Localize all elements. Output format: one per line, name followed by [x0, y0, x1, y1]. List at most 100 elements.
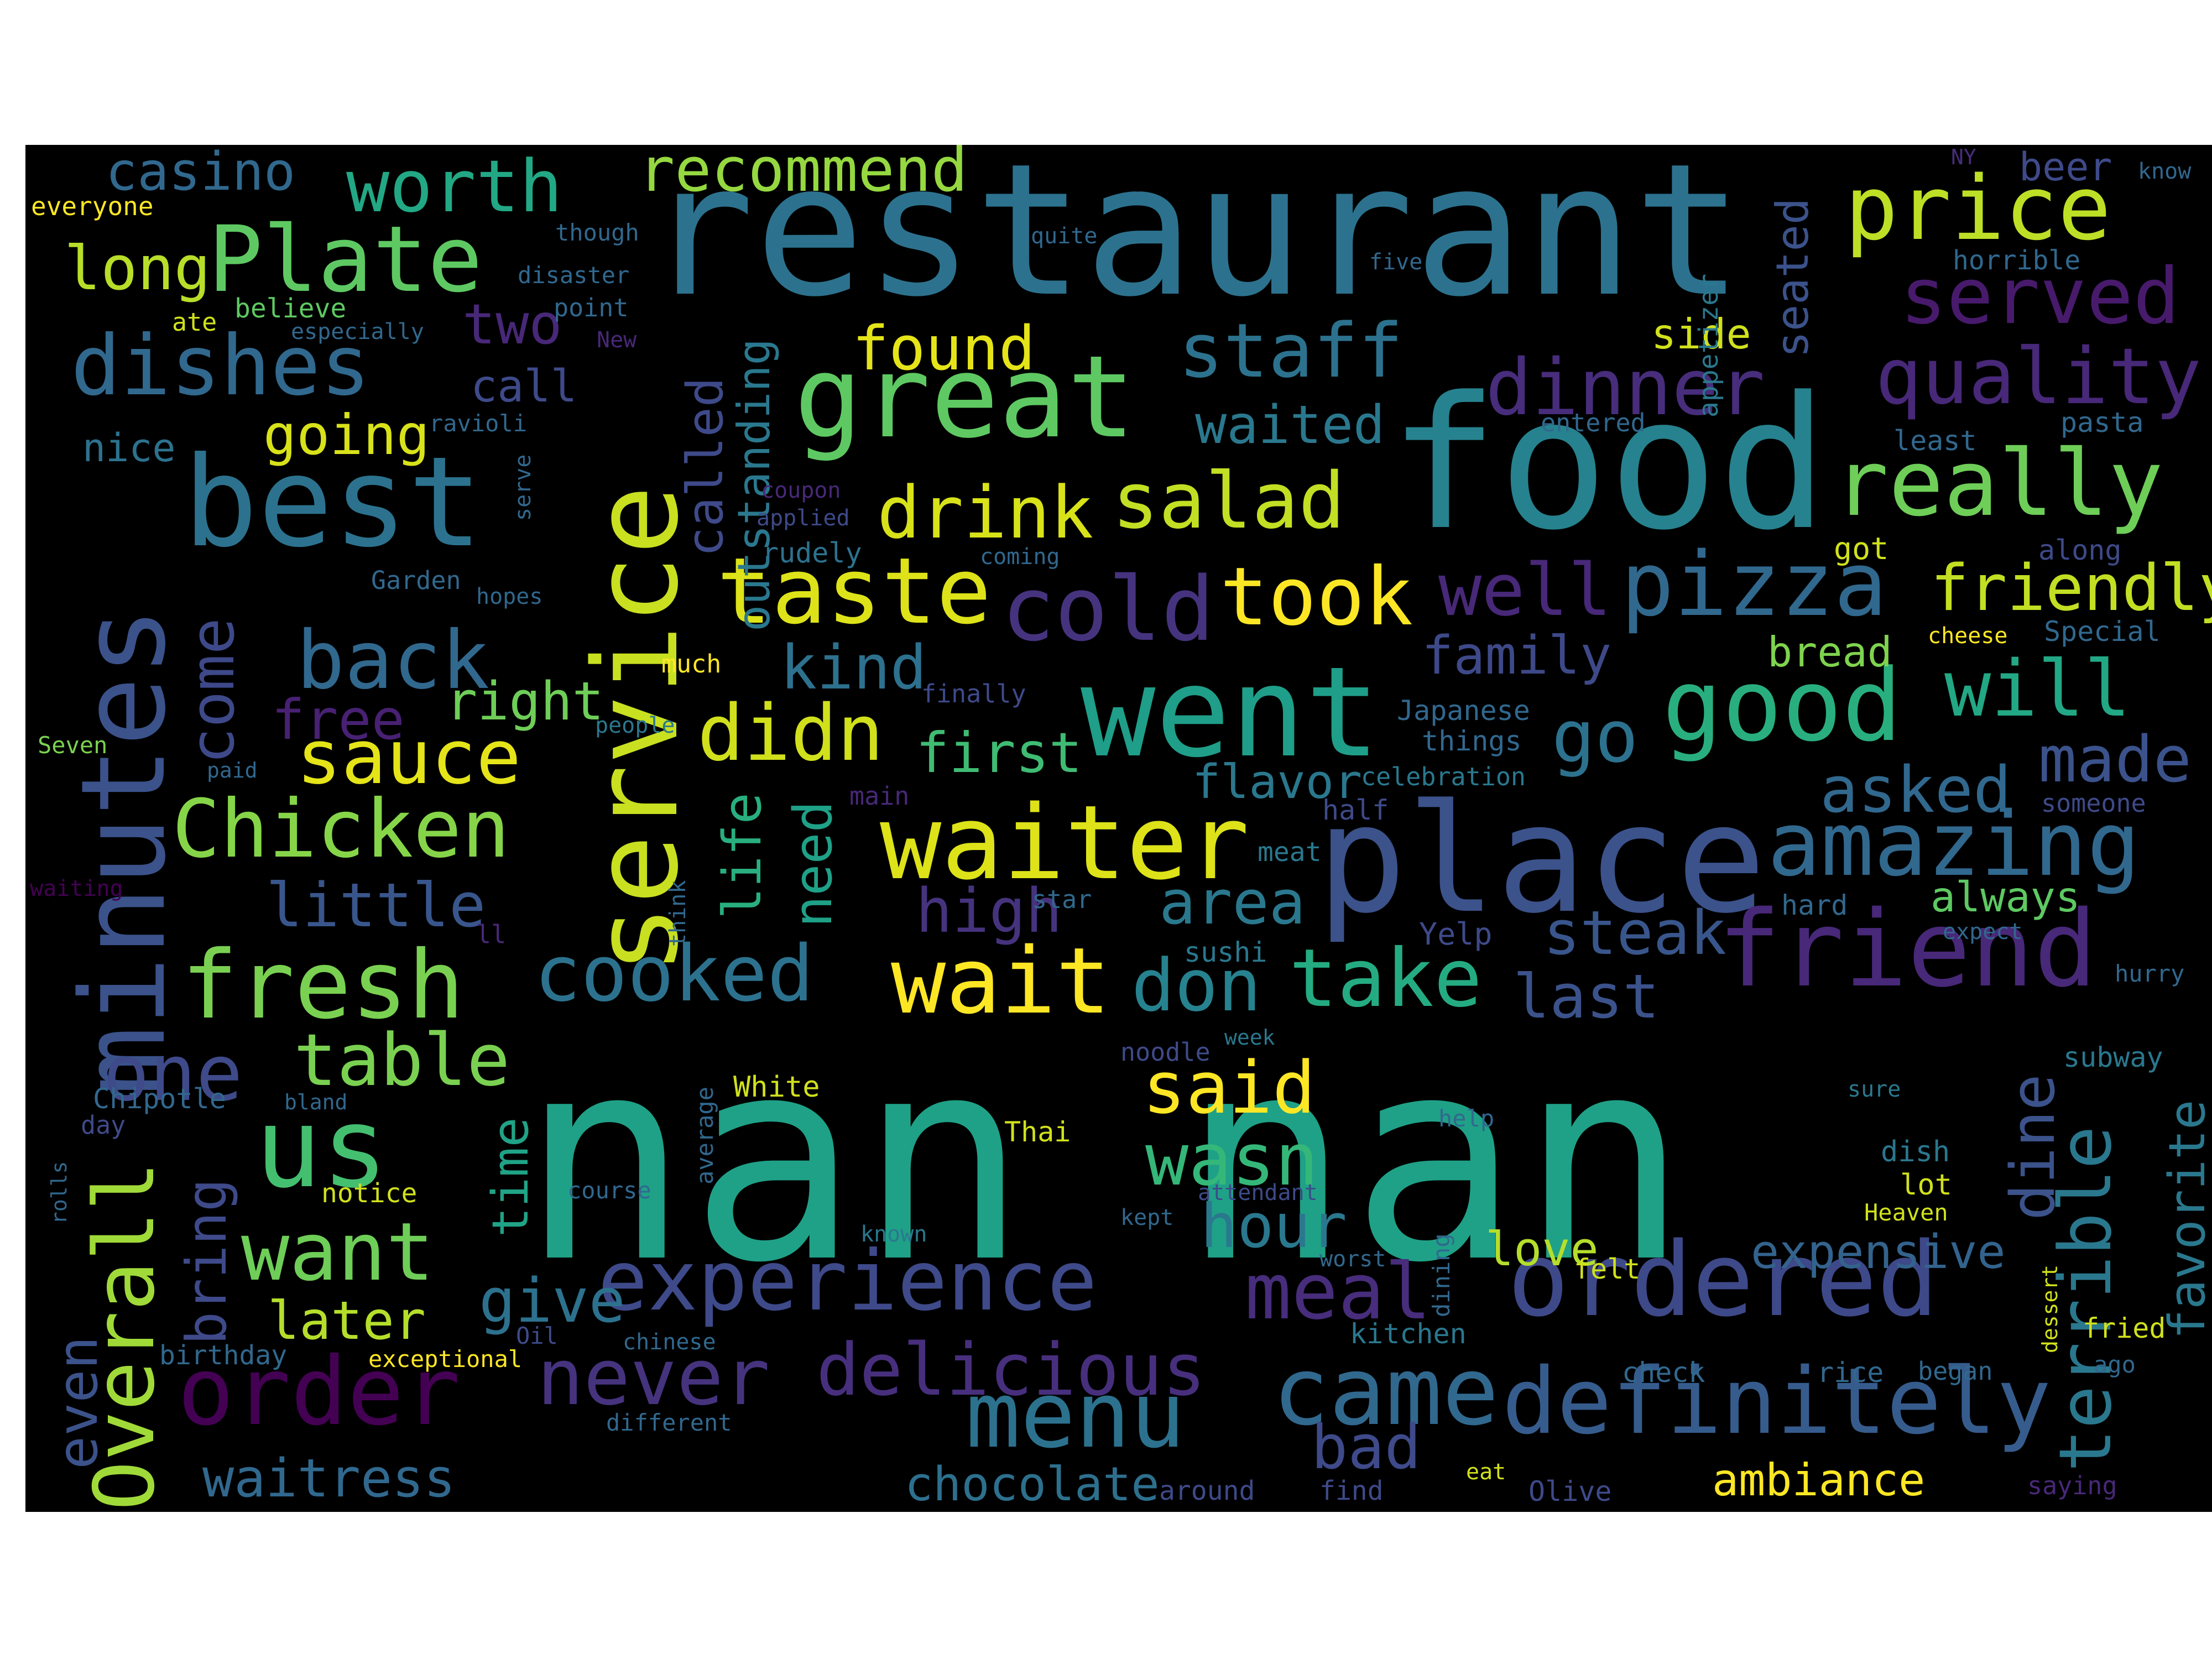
word-friend: friend: [1718, 888, 2098, 1010]
word-especially: especially: [291, 319, 424, 345]
word-Marshall-Street: Marshall Street: [581, 1011, 831, 1043]
word-notice: notice: [321, 1178, 418, 1209]
word-entered: entered: [1541, 408, 1646, 437]
word-experience: experience: [598, 1233, 1098, 1329]
word-began: began: [1918, 1357, 1993, 1386]
word-quite: quite: [1031, 223, 1098, 249]
word-rolls: rolls: [47, 1161, 71, 1224]
word-dine: dine: [1997, 1074, 2068, 1220]
word-applied: applied: [757, 505, 850, 531]
word-bland: bland: [284, 1090, 348, 1114]
word-waitress: waitress: [202, 1448, 456, 1509]
word-exceptional: exceptional: [368, 1345, 523, 1373]
word-fresh: fresh: [181, 931, 465, 1040]
word-nan-1: nan: [520, 997, 1028, 1324]
word-expensive: expensive: [1751, 1225, 2006, 1280]
word-ambiance: ambiance: [1712, 1454, 1926, 1506]
word-waiting: waiting: [30, 876, 123, 901]
word-little: little: [266, 870, 486, 941]
word-casino: casino: [106, 145, 296, 202]
word-food: food: [1389, 358, 1828, 570]
word-noodle: noodle: [1120, 1037, 1211, 1067]
word-half: half: [1322, 794, 1389, 826]
word-ate: ate: [172, 307, 217, 337]
word-celebration: celebration: [1361, 762, 1526, 791]
word-always: always: [1931, 873, 2080, 921]
word-rudely: rudely: [762, 537, 862, 569]
word-disaster: disaster: [518, 262, 630, 289]
word-pizza: pizza: [1621, 533, 1887, 636]
word-quality: quality: [1875, 332, 2202, 422]
word-amazing: amazing: [1767, 792, 2141, 896]
word-ll: ll: [476, 920, 507, 949]
word-great: great: [794, 332, 1136, 463]
word-cloud: nan nan restaurant food service place mi…: [25, 145, 2212, 1512]
word-friendly: friendly: [1931, 551, 2212, 625]
word-took: took: [1220, 550, 1413, 644]
word-five: five: [1369, 249, 1423, 275]
word-Heaven: Heaven: [1864, 1199, 1948, 1226]
word-Plate: Plate: [208, 206, 483, 312]
word-favorite: favorite: [2158, 1099, 2212, 1339]
word-beer: beer: [2019, 145, 2112, 190]
word-different: different: [606, 1409, 732, 1436]
word-called: called: [676, 377, 734, 557]
word-ravioli: ravioli: [429, 410, 528, 437]
word-going: going: [263, 403, 430, 467]
word-dining: dining: [1428, 1233, 1455, 1317]
word-meal: meal: [1245, 1247, 1432, 1337]
word-flavor: flavor: [1192, 755, 1363, 810]
word-salad: salad: [1112, 456, 1345, 546]
word-table: table: [294, 1018, 510, 1102]
word-someone: someone: [2041, 789, 2146, 818]
word-things: things: [1422, 725, 1522, 757]
word-came: came: [1272, 1337, 1499, 1447]
word-people: people: [595, 713, 675, 738]
word-appetizer: appetizer: [1693, 273, 1724, 418]
word-found: found: [852, 313, 1036, 384]
word-dinner: dinner: [1485, 343, 1765, 433]
word-Thai: Thai: [1004, 1116, 1071, 1148]
word-come: come: [177, 618, 248, 764]
word-serve: serve: [510, 454, 536, 521]
word-waited: waited: [1195, 395, 1385, 456]
word-cooked: cooked: [534, 929, 814, 1019]
word-good: good: [1662, 648, 1902, 764]
word-didn: didn: [697, 688, 884, 779]
word-dessert: dessert: [2038, 1264, 2062, 1353]
word-first: first: [916, 721, 1083, 785]
word-one: one: [103, 1029, 243, 1119]
word-high: high: [916, 875, 1062, 946]
word-two: two: [462, 292, 562, 357]
word-hopes: hopes: [476, 584, 543, 609]
word-Seven: Seven: [38, 732, 108, 759]
word-hurry: hurry: [2115, 960, 2185, 987]
word-long: long: [64, 233, 211, 304]
word-give: give: [479, 1265, 625, 1336]
word-lot: lot: [1900, 1168, 1952, 1202]
word-felt: felt: [1574, 1253, 1641, 1285]
word-dish: dish: [1881, 1135, 1950, 1168]
word-back: back: [296, 614, 490, 707]
word-nan-2: nan: [1181, 997, 1689, 1324]
word-call: call: [471, 361, 577, 412]
word-White: White: [733, 1071, 820, 1104]
word-everyone: everyone: [31, 191, 154, 221]
word-NY: NY: [1951, 145, 1976, 169]
word-check: check: [1622, 1357, 1705, 1389]
word-said: said: [1142, 1046, 1316, 1130]
word-week: week: [1224, 1025, 1275, 1050]
word-made: made: [2038, 723, 2192, 797]
word-coming: coming: [980, 544, 1060, 570]
word-recommend: recommend: [638, 145, 968, 205]
word-Japanese: Japanese: [1397, 695, 1530, 727]
word-much: much: [661, 649, 722, 679]
word-know: know: [2138, 159, 2192, 184]
word-paid: paid: [207, 758, 258, 782]
word-average: average: [691, 1086, 718, 1185]
word-never: never: [537, 1333, 770, 1423]
word-known: known: [860, 1222, 927, 1247]
word-take: take: [1289, 932, 1483, 1025]
word-point: point: [554, 293, 629, 322]
word-birthday: birthday: [159, 1340, 288, 1371]
